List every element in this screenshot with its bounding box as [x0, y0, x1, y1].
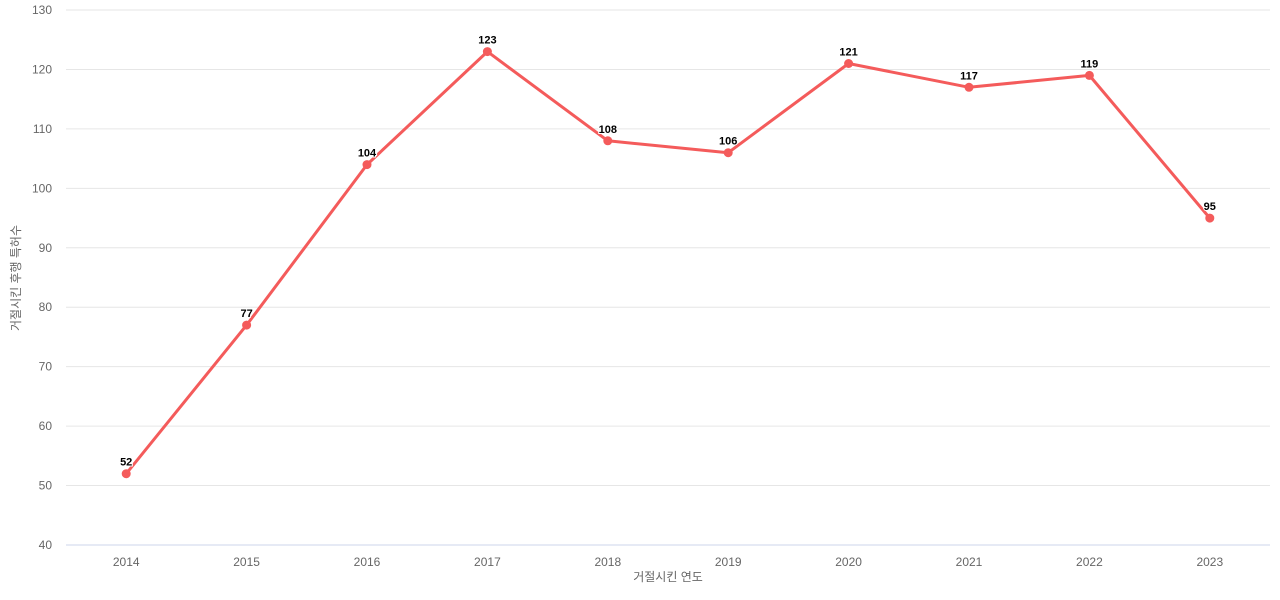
y-axis-tick-labels: 40 50 60 70 80 90 100 110 120 130	[32, 3, 52, 552]
data-point-label: 108	[599, 124, 617, 136]
data-point-marker[interactable]	[1084, 70, 1094, 80]
series-group: 52 77 104 123 108 106 121 117 119 95	[119, 34, 1217, 479]
x-tick-label: 2014	[113, 555, 140, 569]
data-point-label: 117	[960, 70, 978, 82]
x-axis-title: 거절시킨 연도	[633, 570, 703, 584]
data-point-marker[interactable]	[723, 148, 733, 158]
x-tick-label: 2021	[956, 555, 983, 569]
y-tick-label: 130	[32, 3, 52, 17]
data-point-marker[interactable]	[603, 136, 613, 146]
y-tick-label: 100	[32, 181, 52, 195]
data-point-label: 104	[358, 148, 377, 160]
x-tick-label: 2018	[594, 555, 621, 569]
x-tick-label: 2023	[1196, 555, 1223, 569]
y-tick-label: 110	[33, 122, 52, 136]
data-point-label: 121	[839, 47, 857, 59]
x-tick-label: 2017	[474, 555, 501, 569]
data-point-marker[interactable]	[1205, 213, 1215, 223]
x-axis-tick-labels: 2014 2015 2016 2017 2018 2019 2020 2021 2022 2023	[113, 555, 1224, 569]
data-point-marker[interactable]	[362, 160, 372, 170]
x-tick-label: 2016	[354, 555, 381, 569]
data-point-marker[interactable]	[844, 59, 854, 68]
x-tick-label: 2022	[1076, 555, 1103, 569]
series-data-labels: 52 77 104 123 108 106 121 117 119 95	[119, 34, 1217, 470]
data-point-marker[interactable]	[482, 47, 492, 57]
data-point-label: 123	[478, 35, 496, 47]
data-point-label: 52	[120, 457, 132, 469]
data-point-marker[interactable]	[242, 320, 252, 330]
gridlines-group	[66, 9, 1270, 487]
data-point-label: 119	[1081, 58, 1099, 70]
y-axis-title: 거절시킨 후행 특허수	[8, 225, 23, 331]
data-point-marker[interactable]	[121, 469, 131, 479]
y-tick-label: 90	[39, 241, 53, 255]
y-tick-label: 120	[32, 62, 52, 76]
y-tick-label: 50	[39, 479, 53, 493]
y-tick-label: 60	[39, 419, 53, 433]
x-tick-label: 2020	[835, 555, 862, 569]
data-point-label: 77	[240, 308, 252, 320]
data-point-marker[interactable]	[964, 82, 974, 92]
data-point-label: 95	[1204, 201, 1216, 213]
series-line	[124, 50, 1212, 476]
y-tick-label: 70	[39, 360, 53, 374]
series-markers	[121, 47, 1215, 479]
x-tick-label: 2019	[715, 555, 742, 569]
y-tick-label: 40	[39, 538, 53, 552]
x-tick-label: 2015	[233, 555, 260, 569]
data-point-label: 106	[719, 136, 737, 148]
y-tick-label: 80	[39, 300, 53, 314]
